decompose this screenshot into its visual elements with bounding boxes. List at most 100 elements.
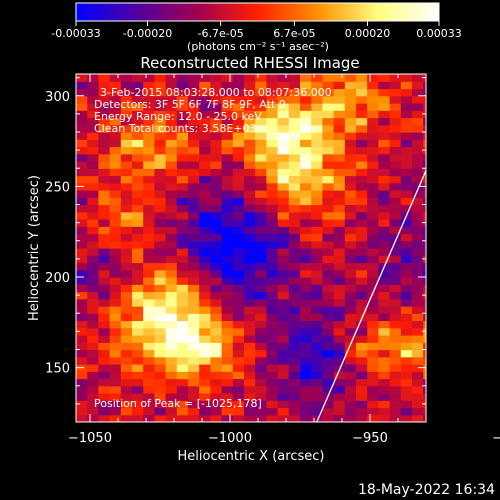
heatmap-cell <box>221 110 234 119</box>
heatmap-cell <box>288 371 301 380</box>
heatmap-cell <box>98 132 111 140</box>
heatmap-cell <box>333 74 346 82</box>
heatmap-cell <box>400 124 413 133</box>
heatmap-cell <box>76 400 88 409</box>
heatmap-cell <box>389 335 402 343</box>
heatmap-cell <box>378 168 391 177</box>
heatmap-cell <box>344 240 357 249</box>
heatmap-cell <box>76 393 88 401</box>
heatmap-cell <box>176 81 189 90</box>
heatmap-cell <box>288 400 301 409</box>
heatmap-cell <box>232 269 245 278</box>
heatmap-cell <box>120 335 133 343</box>
heatmap-cell <box>344 385 357 394</box>
heatmap-cell <box>412 233 424 242</box>
heatmap-cell <box>367 219 379 227</box>
heatmap-cell <box>400 146 413 155</box>
heatmap-cell <box>109 233 122 242</box>
heatmap-cell <box>176 248 189 256</box>
heatmap-cell <box>244 371 256 380</box>
heatmap-cell <box>244 175 256 184</box>
heatmap-cell <box>154 320 167 329</box>
heatmap-cell <box>176 233 189 242</box>
heatmap-cell <box>120 95 133 104</box>
heatmap-cell <box>188 255 200 264</box>
heatmap-cell <box>87 248 99 256</box>
heatmap-cell <box>232 378 245 387</box>
heatmap-cell <box>367 240 379 249</box>
heatmap-cell <box>210 414 223 422</box>
heatmap-cell <box>199 400 211 409</box>
heatmap-cell <box>277 255 290 264</box>
heatmap-cell <box>300 153 312 162</box>
heatmap-cell <box>288 269 301 278</box>
heatmap-cell <box>412 313 424 322</box>
heatmap-cell <box>221 88 234 97</box>
heatmap-cell <box>367 139 379 148</box>
heatmap-cell <box>154 277 167 285</box>
heatmap-cell <box>266 364 279 372</box>
heatmap-cell <box>367 124 379 133</box>
colorbar-tick-label: 0.00020 <box>345 27 391 40</box>
heatmap-cell <box>76 103 88 111</box>
heatmap-cell <box>255 240 267 249</box>
heatmap-cell <box>300 407 312 416</box>
heatmap-cell <box>210 190 223 198</box>
heatmap-cell <box>311 190 323 198</box>
heatmap-cell <box>367 349 379 358</box>
heatmap-cell <box>232 153 245 162</box>
heatmap-cell <box>412 146 424 155</box>
heatmap-cell <box>423 298 426 307</box>
heatmap-cell <box>87 132 99 140</box>
heatmap-cell <box>356 269 368 278</box>
heatmap-cell <box>378 277 391 285</box>
heatmap-cell <box>132 103 144 111</box>
heatmap-cell <box>132 335 144 343</box>
heatmap-cell <box>367 153 379 162</box>
heatmap-cell <box>120 248 133 256</box>
heatmap-cell <box>333 103 346 111</box>
annotation-time-range: 3-Feb-2015 08:03:28.000 to 08:07:36.000 <box>100 86 332 99</box>
heatmap-cell <box>277 327 290 336</box>
heatmap-cell <box>389 393 402 401</box>
heatmap-cell <box>132 74 144 82</box>
heatmap-cell <box>143 132 155 140</box>
heatmap-cell <box>165 364 178 372</box>
heatmap-cell <box>412 371 424 380</box>
heatmap-cell <box>188 291 200 300</box>
heatmap-cell <box>367 233 379 242</box>
heatmap-cell <box>76 298 88 307</box>
heatmap-cell <box>266 320 279 329</box>
heatmap-cell <box>132 146 144 155</box>
heatmap-cell <box>154 139 167 148</box>
heatmap-cell <box>367 313 379 322</box>
heatmap-cell <box>255 393 267 401</box>
heatmap-cell <box>109 190 122 198</box>
heatmap-cell <box>199 313 211 322</box>
heatmap-cell <box>98 190 111 198</box>
heatmap-cell <box>288 356 301 365</box>
heatmap-cell <box>120 175 133 184</box>
heatmap-cell <box>165 262 178 271</box>
heatmap-cell <box>389 385 402 394</box>
heatmap-cell <box>266 197 279 206</box>
heatmap-cell <box>344 335 357 343</box>
heatmap-cell <box>143 226 155 235</box>
heatmap-cell <box>356 88 368 97</box>
heatmap-cell <box>423 95 426 104</box>
heatmap-cell <box>176 117 189 126</box>
heatmap-cell <box>333 146 346 155</box>
heatmap-cell <box>333 117 346 126</box>
heatmap-cell <box>344 132 357 140</box>
heatmap-cell <box>378 248 391 256</box>
heatmap-cell <box>311 204 323 213</box>
heatmap-cell <box>221 349 234 358</box>
heatmap-cell <box>176 139 189 148</box>
heatmap-cell <box>367 414 379 422</box>
x-axis-label: Heliocentric X (arcsec) <box>178 449 325 464</box>
heatmap-cell <box>311 262 323 271</box>
heatmap-cell <box>221 248 234 256</box>
heatmap-cell <box>221 182 234 191</box>
heatmap-cell <box>232 103 245 111</box>
heatmap-cell <box>423 335 426 343</box>
